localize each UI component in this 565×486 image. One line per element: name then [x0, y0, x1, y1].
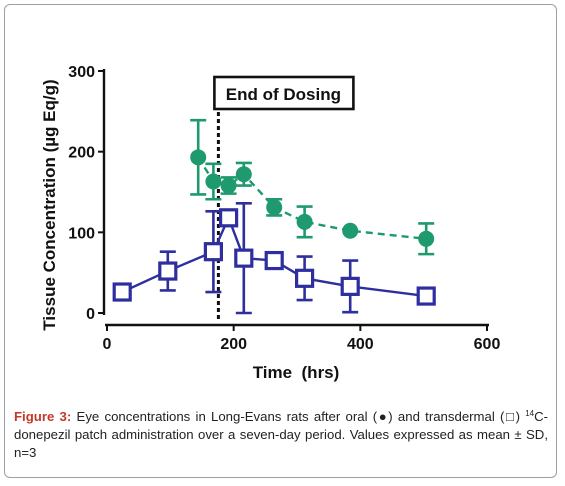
caption-text-1: Eye concentrations in Long-Evans rats af…: [71, 409, 378, 424]
x-tick-label: 400: [347, 336, 374, 353]
axes: 0 100 200 300 0 200 400 600: [68, 64, 500, 353]
data-point: [296, 213, 313, 230]
x-axis-label: Time (hrs): [253, 363, 340, 382]
end-of-dosing-box: [213, 75, 355, 111]
data-point: [235, 166, 252, 183]
caption-label: Figure 3:: [14, 409, 72, 424]
filled-circle-symbol: ●: [377, 409, 389, 424]
series-group: [112, 118, 436, 315]
data-point: [416, 286, 436, 306]
end-of-dosing-annotation: End of Dosing: [213, 75, 355, 319]
data-point: [264, 250, 284, 271]
series-transdermal: [112, 201, 436, 315]
data-point: [295, 268, 315, 288]
figure-frame: [4, 4, 557, 478]
caption-text-4: C-donepezil patch administration over a …: [14, 409, 549, 460]
data-point: [190, 149, 207, 166]
x-tick-label: 0: [103, 336, 112, 353]
data-point: [234, 248, 254, 268]
data-point: [112, 282, 132, 302]
chart: 0 100 200 300 0 200 400 600 End of Dosing Tissu…: [40, 64, 500, 382]
y-tick-label: 200: [68, 145, 95, 162]
isotope-superscript: 14: [525, 409, 535, 418]
open-square-symbol: □: [504, 409, 516, 424]
y-tick-label: 300: [68, 64, 95, 81]
data-point: [158, 261, 178, 281]
data-point: [418, 230, 435, 247]
y-tick-label: 100: [68, 225, 95, 242]
data-point: [205, 173, 222, 190]
data-point: [220, 177, 237, 194]
data-point: [266, 199, 283, 216]
data-point: [340, 276, 360, 296]
figure-caption: Figure 3: Eye concentrations in Long-Eva…: [14, 405, 548, 462]
data-point: [219, 208, 239, 228]
caption-text-3: ): [515, 409, 526, 424]
y-axis-label: Tissue Concentration (µg Eq/g): [40, 79, 59, 330]
x-tick-label: 600: [474, 336, 501, 353]
x-tick-label: 200: [220, 336, 247, 353]
end-of-dosing-label: End of Dosing: [226, 85, 341, 104]
caption-text-2: ) and transdermal (: [388, 409, 505, 424]
series-oral: [190, 118, 435, 256]
y-tick-label: 0: [86, 306, 95, 323]
data-point: [203, 242, 223, 262]
data-point: [342, 222, 359, 239]
